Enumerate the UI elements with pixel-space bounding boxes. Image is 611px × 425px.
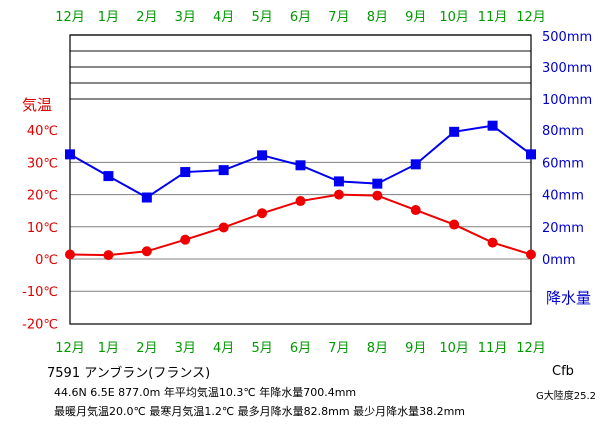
temperature-tick-label: -20℃ <box>22 317 58 332</box>
station-title: 7591 アンブラン(フランス) <box>47 366 211 381</box>
month-label-bottom: 12月 <box>55 341 85 356</box>
month-label-top: 11月 <box>478 10 508 25</box>
temperature-point <box>103 250 114 261</box>
temperature-point <box>333 189 344 200</box>
station-stats-line-2: 最暖月気温20.0℃ 最寒月気温1.2℃ 最多月降水量82.8mm 最少月降水量… <box>54 405 466 418</box>
temperature-point <box>295 196 306 207</box>
plot-frame <box>69 34 532 325</box>
temperature-point <box>449 219 460 230</box>
month-label-bottom: 3月 <box>175 341 196 356</box>
precipitation-point <box>218 165 229 176</box>
temperature-point <box>141 246 152 257</box>
month-label-top: 1月 <box>98 10 119 25</box>
precipitation-tick-label: 40mm <box>542 189 584 204</box>
temperature-point <box>372 190 383 201</box>
precipitation-point <box>65 149 75 160</box>
temperature-tick-label: 0℃ <box>35 253 58 268</box>
precipitation-axis-title: 降水量 <box>546 289 591 307</box>
month-label-bottom: 5月 <box>251 341 272 356</box>
precipitation-point <box>103 171 114 182</box>
precipitation-point <box>449 126 460 137</box>
temperature-point <box>526 249 536 260</box>
precipitation-upper-tick-label: 300mm <box>542 61 592 76</box>
month-label-bottom: 4月 <box>213 341 234 356</box>
precipitation-upper-tick-label: 500mm <box>542 30 592 45</box>
precipitation-point <box>180 167 191 178</box>
precipitation-point <box>487 120 498 131</box>
month-label-top: 9月 <box>405 10 426 25</box>
month-label-bottom: 2月 <box>136 341 157 356</box>
month-label-top: 6月 <box>290 10 311 25</box>
month-label-bottom: 8月 <box>367 341 388 356</box>
month-label-top: 8月 <box>367 10 388 25</box>
precipitation-point <box>295 160 306 171</box>
month-label-top: 5月 <box>251 10 272 25</box>
month-label-top: 7月 <box>328 10 349 25</box>
precipitation-tick-label: 60mm <box>542 156 584 171</box>
precipitation-upper-tick-label: 100mm <box>542 93 592 108</box>
temperature-tick-label: -10℃ <box>22 285 58 300</box>
month-label-top: 3月 <box>175 10 196 25</box>
precipitation-point <box>257 150 268 161</box>
month-label-bottom: 6月 <box>290 341 311 356</box>
month-label-bottom: 9月 <box>405 341 426 356</box>
temperature-point <box>180 234 191 245</box>
station-stats-line-1: 44.6N 6.5E 877.0m 年平均気温10.3℃ 年降水量700.4mm <box>54 386 357 399</box>
temperature-point <box>257 208 268 219</box>
precipitation-tick-label: 0mm <box>542 253 576 268</box>
month-label-top: 10月 <box>439 10 469 25</box>
month-label-bottom: 10月 <box>439 341 469 356</box>
precipitation-tick-label: 80mm <box>542 124 584 139</box>
precipitation-point <box>141 192 152 203</box>
month-label-top: 12月 <box>55 10 85 25</box>
precipitation-tick-label: 20mm <box>542 221 584 236</box>
temperature-point <box>218 222 229 233</box>
month-label-top: 2月 <box>136 10 157 25</box>
temperature-point <box>65 249 75 260</box>
temperature-tick-label: 40℃ <box>27 124 58 139</box>
climate-classification: Cfb <box>552 364 574 379</box>
month-label-bottom: 12月 <box>516 341 546 356</box>
month-label-top: 12月 <box>516 10 546 25</box>
month-label-top: 4月 <box>213 10 234 25</box>
continentality-index: G大陸度25.2 <box>536 391 597 402</box>
month-label-bottom: 11月 <box>478 341 508 356</box>
temperature-axis-title: 気温 <box>22 96 52 114</box>
precipitation-point <box>372 178 383 189</box>
temperature-tick-label: 10℃ <box>27 221 58 236</box>
precipitation-point <box>526 149 536 160</box>
temperature-point <box>410 205 421 216</box>
precipitation-point <box>333 176 344 187</box>
month-label-bottom: 7月 <box>328 341 349 356</box>
precipitation-point <box>410 159 421 170</box>
month-label-bottom: 1月 <box>98 341 119 356</box>
temperature-tick-label: 30℃ <box>27 156 58 171</box>
temperature-tick-label: 20℃ <box>27 189 58 204</box>
temperature-point <box>487 237 498 248</box>
